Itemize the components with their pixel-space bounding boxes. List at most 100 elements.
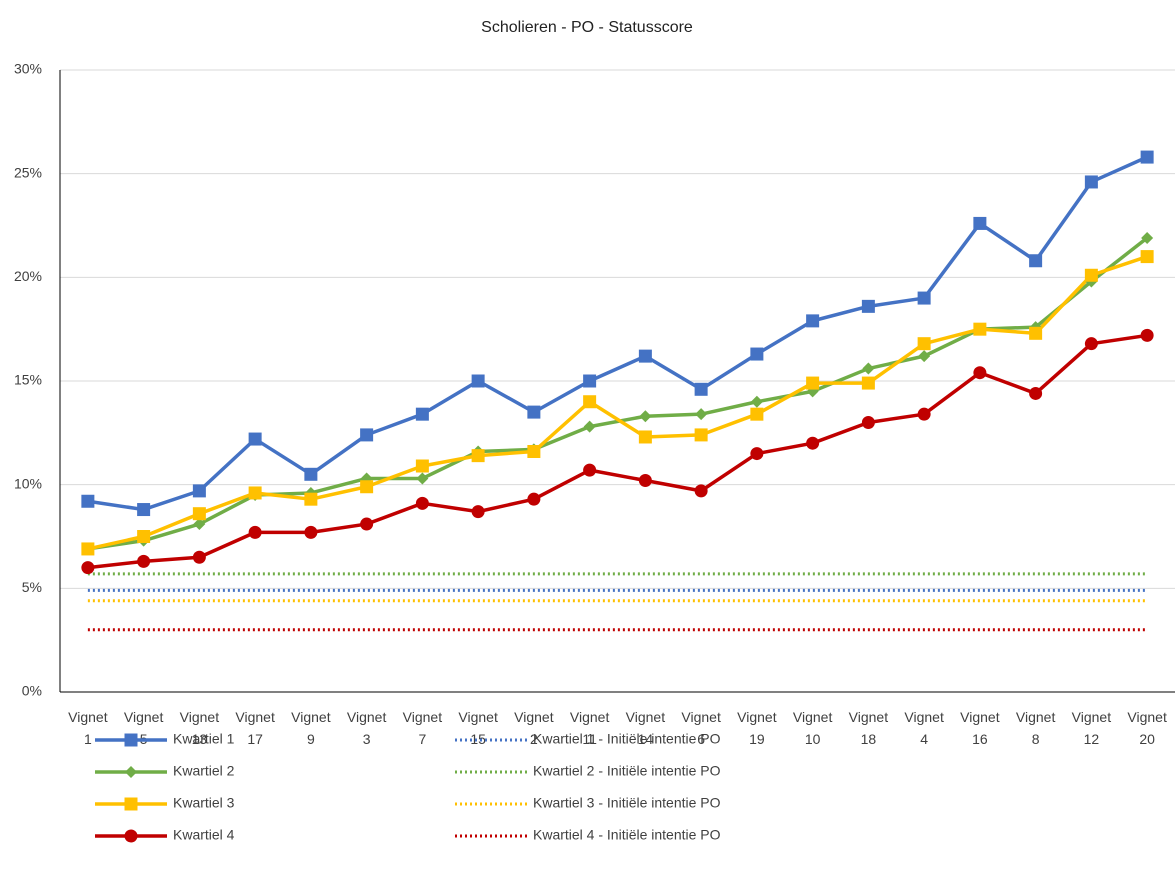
x-tick-label: Vignet 6 <box>681 709 721 747</box>
x-tick-label: Vignet 13 <box>180 709 220 747</box>
marker <box>917 291 931 305</box>
marker <box>1084 337 1098 351</box>
x-tick-label-line: 7 <box>418 731 426 747</box>
marker <box>124 733 138 747</box>
marker <box>193 518 206 531</box>
legend-label: Kwartiel 3 <box>173 795 235 811</box>
series-line <box>87 333 1148 570</box>
marker <box>806 436 820 450</box>
marker <box>750 395 763 408</box>
marker <box>137 530 151 543</box>
y-tick-label: 0% <box>22 683 42 699</box>
x-tick-label-line: 11 <box>582 731 597 747</box>
marker <box>415 459 429 473</box>
x-tick-label-line: Vignet <box>514 709 554 725</box>
marker <box>1141 231 1154 244</box>
x-tick-label-line: Vignet <box>1127 709 1167 725</box>
marker <box>639 410 652 423</box>
marker <box>638 349 652 363</box>
legend-item: Kwartiel 4 - Initiële intentie PO <box>455 827 721 843</box>
marker <box>415 496 429 510</box>
marker <box>973 216 987 230</box>
x-tick-label-line: Vignet <box>291 709 331 725</box>
series-line <box>87 254 1148 551</box>
marker <box>415 407 429 421</box>
marker <box>917 407 931 421</box>
marker <box>806 314 820 328</box>
x-tick-label-line: 8 <box>1032 731 1040 747</box>
x-tick-label-line: Vignet <box>1016 709 1056 725</box>
x-tick-label: Vignet 4 <box>904 709 944 747</box>
x-tick-label-line: 2 <box>530 731 538 747</box>
marker <box>694 382 708 396</box>
marker <box>862 362 875 375</box>
x-tick-label: Vignet 15 <box>458 709 498 747</box>
marker <box>861 415 875 429</box>
x-tick-label-line: Vignet <box>235 709 275 725</box>
marker <box>1140 328 1154 342</box>
y-tick-label: 20% <box>14 268 42 284</box>
x-tick-label-line: 15 <box>470 731 486 747</box>
marker <box>1029 254 1043 268</box>
legend-label: Kwartiel 2 <box>173 763 235 779</box>
x-tick-label-line: Vignet <box>124 709 164 725</box>
x-tick-label-line: Vignet <box>960 709 1000 725</box>
marker <box>471 449 485 463</box>
marker <box>695 408 708 421</box>
x-tick-label-line: Vignet <box>737 709 777 725</box>
x-tick-label-line: Vignet <box>570 709 610 725</box>
legend-item: Kwartiel 2 - Initiële intentie PO <box>455 763 721 779</box>
x-tick-label-line: 12 <box>1084 731 1100 747</box>
y-tick-label: 30% <box>14 61 42 77</box>
x-tick-label-line: 13 <box>192 731 208 747</box>
marker <box>973 366 987 380</box>
y-tick-label: 25% <box>14 164 42 180</box>
marker <box>638 430 652 444</box>
marker <box>192 484 206 498</box>
marker <box>248 525 262 539</box>
marker <box>304 492 318 506</box>
marker <box>527 492 541 506</box>
legend-item: Kwartiel 4 <box>95 827 235 843</box>
marker <box>248 486 262 500</box>
marker <box>527 444 541 458</box>
legend-item: Kwartiel 1 <box>95 731 235 747</box>
x-tick-label-line: 19 <box>749 731 765 747</box>
marker <box>1084 175 1098 189</box>
y-tick-label: 10% <box>14 475 42 491</box>
legend-label: Kwartiel 4 - Initiële intentie PO <box>533 827 721 843</box>
x-tick-label: Vignet 1 <box>68 709 108 747</box>
x-tick-label: Vignet 10 <box>793 709 833 747</box>
legend-item: Kwartiel 3 <box>95 795 235 811</box>
legend-label: Kwartiel 1 <box>173 731 235 747</box>
marker <box>750 347 764 361</box>
x-tick-label-line: 20 <box>1139 731 1155 747</box>
x-tick-label-line: 6 <box>697 731 705 747</box>
marker <box>1029 386 1043 400</box>
x-tick-label: Vignet 11 <box>570 709 610 747</box>
marker <box>1140 150 1154 164</box>
marker <box>360 428 374 442</box>
marker <box>137 554 151 568</box>
marker <box>583 463 597 477</box>
x-tick-label-line: Vignet <box>626 709 666 725</box>
marker <box>304 467 318 481</box>
x-tick-label-line: Vignet <box>180 709 220 725</box>
x-tick-label-line: Vignet <box>403 709 443 725</box>
marker <box>471 374 485 388</box>
x-tick-label-line: Vignet <box>1072 709 1112 725</box>
marker <box>918 350 931 363</box>
marker <box>973 322 987 336</box>
marker <box>81 561 95 575</box>
x-tick-label-line: 9 <box>307 731 315 747</box>
x-tick-label: Vignet 12 <box>1072 709 1112 747</box>
x-tick-label-line: Vignet <box>681 709 721 725</box>
x-tick-label-line: 18 <box>861 731 877 747</box>
x-tick-label-line: Vignet <box>68 709 108 725</box>
marker <box>861 299 875 313</box>
marker <box>137 503 151 517</box>
marker <box>360 517 374 531</box>
x-tick-label-line: 14 <box>638 731 654 747</box>
marker <box>248 432 262 446</box>
